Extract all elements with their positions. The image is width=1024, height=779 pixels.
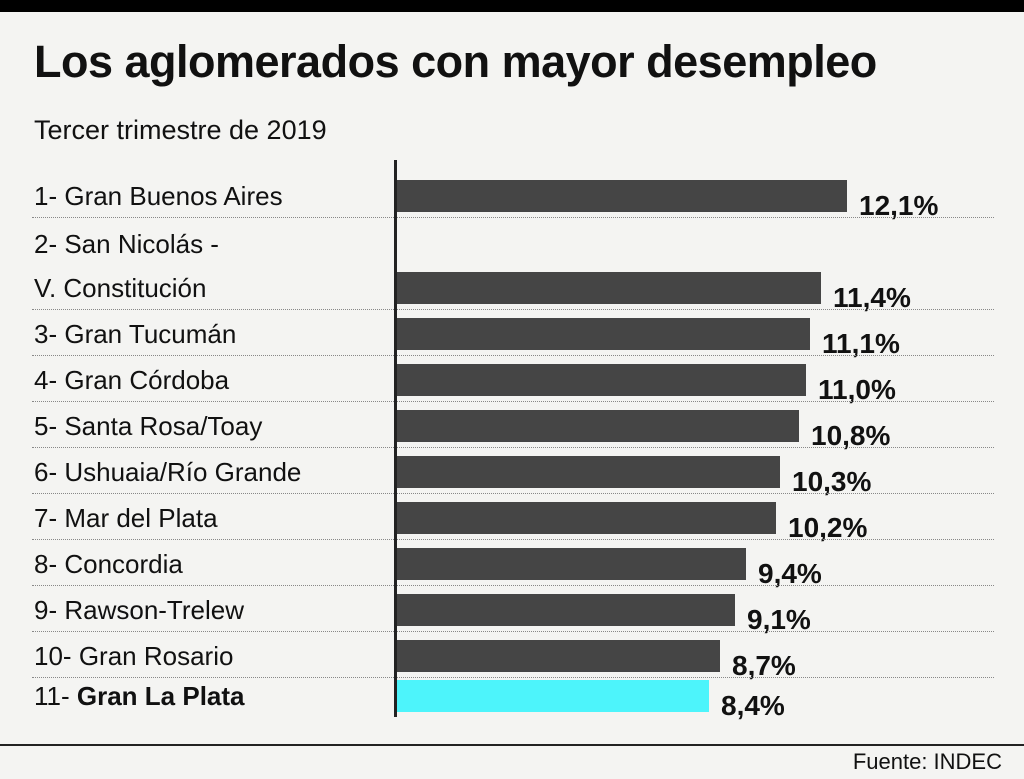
category-rank: 8- — [34, 549, 65, 579]
bar — [396, 640, 720, 672]
category-name: Gran Rosario — [78, 641, 234, 671]
category-label: 9- Rawson-Trelew — [34, 595, 244, 625]
category-label: 8- Concordia — [34, 549, 183, 579]
bar — [396, 456, 780, 488]
chart-subtitle: Tercer trimestre de 2019 — [34, 115, 327, 145]
bar — [396, 548, 746, 580]
y-axis-line — [394, 160, 397, 717]
row-separator — [32, 677, 994, 678]
category-label: 1- Gran Buenos Aires — [34, 181, 283, 211]
source-note: Fuente: INDEC — [852, 749, 1002, 774]
row-separator — [32, 539, 994, 540]
category-name: San Nicolás - — [64, 229, 219, 259]
row-separator — [32, 217, 994, 218]
category-name: Ushuaia/Río Grande — [64, 457, 302, 487]
category-label: 11- Gran La Plata — [34, 681, 245, 711]
category-name: Rawson-Trelew — [64, 595, 244, 625]
category-rank: 6- — [34, 457, 65, 487]
value-label: 11,0% — [818, 374, 896, 405]
category-rank: 4- — [34, 365, 65, 395]
category-rank: 5- — [34, 411, 65, 441]
category-rank: 11- — [34, 681, 77, 711]
category-label: 6- Ushuaia/Río Grande — [34, 457, 301, 487]
category-rank: 9- — [34, 595, 65, 625]
row-separator — [32, 447, 994, 448]
bar — [396, 594, 735, 626]
category-rank: 7- — [34, 503, 65, 533]
bar — [396, 180, 847, 212]
bar — [396, 410, 799, 442]
category-rank: 2- — [34, 229, 65, 259]
value-label: 9,4% — [758, 558, 822, 589]
bar — [396, 502, 776, 534]
value-label: 9,1% — [747, 604, 811, 635]
category-label: 10- Gran Rosario — [34, 641, 233, 671]
row-separator — [32, 401, 994, 402]
row-separator — [32, 355, 994, 356]
category-rank: 10- — [34, 641, 79, 671]
category-name: Santa Rosa/Toay — [64, 411, 263, 441]
bottom-rule — [0, 744, 1024, 746]
category-name: Gran Córdoba — [64, 365, 230, 395]
bar-highlight — [396, 680, 709, 712]
category-name: Gran La Plata — [76, 681, 245, 711]
top-rule — [0, 0, 1024, 12]
chart-title: Los aglomerados con mayor desempleo — [34, 36, 877, 87]
value-label: 8,7% — [732, 650, 796, 681]
category-name: V. Constitución — [34, 273, 207, 303]
value-label: 11,1% — [822, 328, 900, 359]
category-name: Mar del Plata — [64, 503, 218, 533]
row-separator — [32, 309, 994, 310]
value-label: 12,1% — [859, 190, 939, 221]
category-label: 7- Mar del Plata — [34, 503, 218, 533]
value-label: 10,2% — [788, 512, 868, 543]
category-name: Gran Buenos Aires — [64, 181, 283, 211]
row-separator — [32, 493, 994, 494]
category-label: 5- Santa Rosa/Toay — [34, 411, 262, 441]
category-name: Gran Tucumán — [64, 319, 237, 349]
value-label: 11,4% — [833, 282, 911, 313]
category-label: 3- Gran Tucumán — [34, 319, 236, 349]
category-rank: 3- — [34, 319, 65, 349]
category-name: Concordia — [64, 549, 183, 579]
category-label: 4- Gran Córdoba — [34, 365, 229, 395]
value-label: 10,8% — [811, 420, 891, 451]
value-label: 8,4% — [721, 690, 785, 721]
bar — [396, 318, 810, 350]
row-separator — [32, 585, 994, 586]
category-label: 2- San Nicolás - V. Constitución — [34, 222, 219, 310]
category-rank: 1- — [34, 181, 65, 211]
bar — [396, 272, 821, 304]
bar — [396, 364, 806, 396]
row-separator — [32, 631, 994, 632]
value-label: 10,3% — [792, 466, 872, 497]
